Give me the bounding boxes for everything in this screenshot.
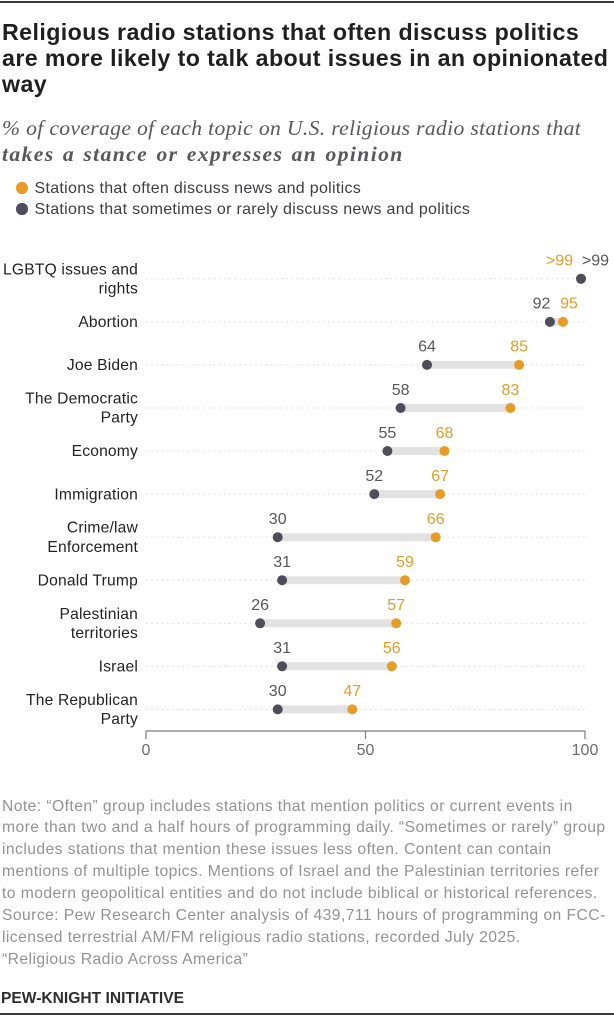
svg-text:0: 0 bbox=[142, 742, 151, 759]
svg-text:Donald Trump: Donald Trump bbox=[38, 572, 138, 589]
svg-text:Immigration: Immigration bbox=[54, 486, 138, 503]
svg-text:Party: Party bbox=[101, 711, 138, 728]
svg-text:The Democratic: The Democratic bbox=[25, 391, 138, 408]
svg-text:territories: territories bbox=[71, 625, 138, 642]
svg-text:Economy: Economy bbox=[72, 443, 138, 460]
svg-text:64: 64 bbox=[418, 339, 436, 356]
svg-text:Party: Party bbox=[101, 410, 138, 427]
svg-text:30: 30 bbox=[269, 511, 287, 528]
svg-text:56: 56 bbox=[383, 640, 401, 657]
svg-text:>99: >99 bbox=[546, 253, 573, 270]
svg-text:55: 55 bbox=[379, 425, 397, 442]
svg-text:68: 68 bbox=[436, 425, 454, 442]
svg-text:Abortion: Abortion bbox=[78, 314, 138, 331]
svg-text:rights: rights bbox=[99, 280, 138, 297]
svg-text:Palestinian: Palestinian bbox=[60, 606, 139, 623]
svg-text:>99: >99 bbox=[582, 253, 609, 270]
svg-text:92: 92 bbox=[533, 296, 551, 313]
svg-text:67: 67 bbox=[431, 468, 449, 485]
svg-text:31: 31 bbox=[273, 640, 291, 657]
svg-text:57: 57 bbox=[387, 597, 405, 614]
svg-text:50: 50 bbox=[357, 742, 375, 759]
svg-text:30: 30 bbox=[269, 683, 287, 700]
svg-text:47: 47 bbox=[343, 683, 361, 700]
svg-text:Israel: Israel bbox=[99, 659, 138, 676]
svg-text:66: 66 bbox=[427, 511, 445, 528]
svg-text:59: 59 bbox=[396, 554, 414, 571]
svg-text:Joe Biden: Joe Biden bbox=[67, 357, 138, 374]
svg-text:100: 100 bbox=[572, 742, 599, 759]
svg-text:26: 26 bbox=[251, 597, 269, 614]
svg-text:95: 95 bbox=[560, 296, 578, 313]
svg-text:52: 52 bbox=[365, 468, 383, 485]
svg-text:Enforcement: Enforcement bbox=[47, 539, 138, 556]
svg-text:31: 31 bbox=[273, 554, 291, 571]
svg-text:58: 58 bbox=[392, 382, 410, 399]
svg-text:83: 83 bbox=[502, 382, 520, 399]
svg-text:85: 85 bbox=[510, 339, 528, 356]
svg-text:The Republican: The Republican bbox=[26, 692, 138, 709]
svg-text:Crime/law: Crime/law bbox=[67, 520, 139, 537]
svg-text:LGBTQ issues and: LGBTQ issues and bbox=[3, 261, 138, 278]
